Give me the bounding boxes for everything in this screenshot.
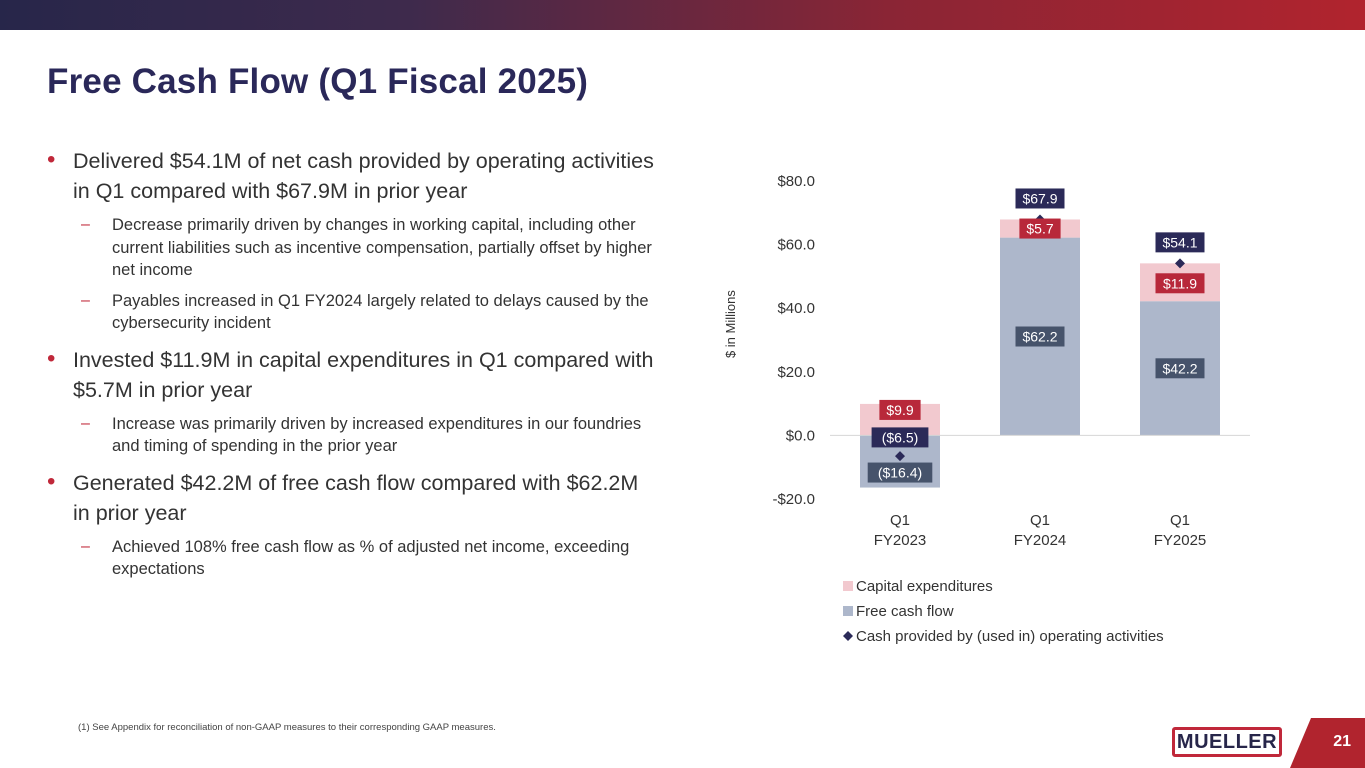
x-category-label: Q1: [1030, 512, 1050, 529]
fcf-data-label: ($16.4): [878, 465, 922, 481]
sub-bullet-text: Payables increased in Q1 FY2024 largely …: [112, 291, 649, 333]
bullet-dot-icon: •: [47, 146, 56, 173]
x-category-label: Q1: [1170, 512, 1190, 529]
ocf-marker-diamond: [1175, 258, 1185, 269]
ocf-data-label: $54.1: [1162, 234, 1197, 250]
logo-text: MUELLER: [1176, 731, 1278, 753]
x-category-label: FY2025: [1154, 532, 1207, 549]
capex-data-label: $5.7: [1026, 221, 1053, 237]
ocf-data-label-bg: [871, 427, 929, 448]
bullet-item: • Generated $42.2M of free cash flow com…: [47, 468, 657, 528]
page-number-box: 21: [1290, 718, 1365, 768]
ocf-data-label-bg: [1015, 188, 1065, 209]
ocf-data-label: $67.9: [1022, 190, 1057, 206]
legend-capex-swatch: [843, 581, 853, 591]
dash-icon: –: [81, 414, 90, 432]
ocf-data-label: ($6.5): [882, 429, 919, 445]
x-category-label: FY2024: [1014, 532, 1067, 549]
sub-bullet-text: Decrease primarily driven by changes in …: [112, 216, 652, 279]
sub-bullet-item: – Decrease primarily driven by changes i…: [47, 214, 657, 282]
fcf-data-label-bg: [1015, 326, 1065, 347]
y-tick-label: $0.0: [786, 427, 815, 444]
bullet-dot-icon: •: [47, 344, 56, 372]
y-axis-label: $ in Millions: [723, 290, 738, 358]
fcf-data-label: $42.2: [1162, 360, 1197, 376]
capex-data-label: $11.9: [1163, 275, 1197, 291]
capex-data-label-bg: [1155, 273, 1205, 294]
sub-bullet-item: – Achieved 108% free cash flow as % of a…: [47, 536, 657, 581]
y-tick-label: $40.0: [777, 300, 815, 317]
y-tick-label: $80.0: [777, 173, 815, 190]
fcf-data-label: $62.2: [1022, 329, 1057, 345]
bullet-text: Generated $42.2M of free cash flow compa…: [73, 470, 639, 525]
ocf-marker-diamond: [895, 451, 905, 462]
capex-data-label-bg: [879, 399, 921, 420]
bullet-text: Delivered $54.1M of net cash provided by…: [73, 149, 654, 203]
legend-fcf-swatch: [843, 606, 853, 616]
legend-fcf-label: Free cash flow: [856, 603, 954, 620]
bullet-item: • Delivered $54.1M of net cash provided …: [47, 146, 657, 206]
bullet-item: • Invested $11.9M in capital expenditure…: [47, 345, 657, 405]
x-category-label: Q1: [890, 512, 910, 529]
sub-bullet-text: Achieved 108% free cash flow as % of adj…: [112, 537, 630, 579]
page-title: Free Cash Flow (Q1 Fiscal 2025): [47, 62, 589, 101]
dash-icon: –: [81, 291, 90, 309]
y-tick-label: $20.0: [777, 364, 815, 381]
y-tick-label: $60.0: [777, 237, 815, 254]
fcf-data-label-bg: [867, 462, 933, 483]
capex-data-label: $9.9: [886, 402, 913, 418]
bullet-text: Invested $11.9M in capital expenditures …: [73, 347, 654, 402]
dash-icon: –: [81, 216, 90, 233]
x-category-label: FY2023: [874, 532, 927, 549]
legend-ocf-diamond: [843, 631, 853, 641]
ocf-data-label-bg: [1155, 232, 1205, 253]
bullet-list: • Delivered $54.1M of net cash provided …: [47, 146, 657, 591]
fcf-data-label-bg: [1155, 358, 1205, 379]
top-gradient-bar: [0, 0, 1365, 30]
footnote: (1) See Appendix for reconciliation of n…: [78, 722, 496, 733]
y-tick-label: -$20.0: [772, 491, 815, 508]
legend-ocf-label: Cash provided by (used in) operating act…: [856, 628, 1164, 645]
sub-bullet-item: – Payables increased in Q1 FY2024 largel…: [47, 290, 657, 335]
legend-capex-label: Capital expenditures: [856, 578, 993, 595]
bullet-dot-icon: •: [47, 467, 56, 495]
page-number: 21: [1333, 733, 1351, 750]
mueller-logo: MUELLER: [1172, 727, 1282, 757]
sub-bullet-text: Increase was primarily driven by increas…: [112, 414, 642, 456]
dash-icon: –: [81, 537, 90, 555]
capex-data-label-bg: [1019, 218, 1061, 239]
free-cash-flow-chart: $ in Millions $80.0 $60.0 $40.0 $20.0 $0.0 -$2…: [723, 173, 1250, 645]
sub-bullet-item: – Increase was primarily driven by incre…: [47, 413, 657, 458]
